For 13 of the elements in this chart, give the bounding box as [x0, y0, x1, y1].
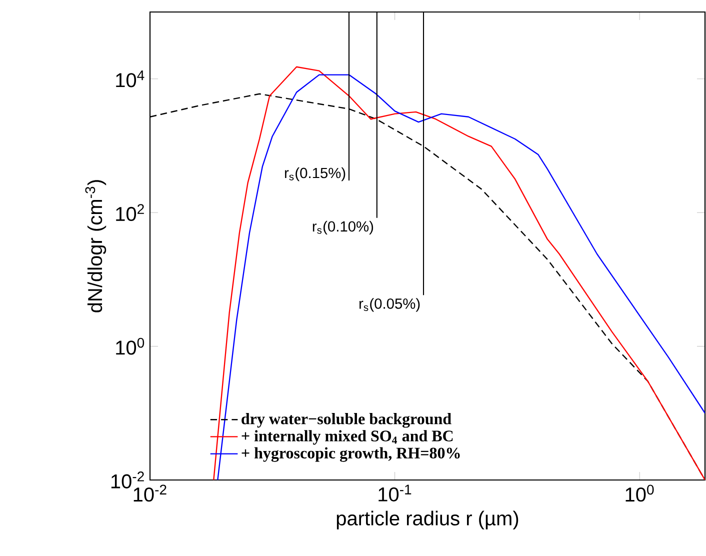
ref-line-label: r$_{s}$(0.05%)	[360, 298, 420, 312]
x-tick-label: 10$^{-1}$	[378, 484, 412, 502]
legend-label: dry water−soluble background	[242, 413, 452, 428]
y-tick-label: 10$^{4}$	[116, 70, 144, 88]
ref-line-label: r$_{s}$(0.10%)	[312, 220, 374, 235]
ref-line-label: r$_{s}$(0.15%)	[285, 167, 346, 182]
y-axis-title: dN/dlogr (cm$^{-3}$)	[85, 180, 106, 312]
legend-label: + hygroscopic growth, RH=80%	[242, 447, 460, 462]
x-axis-title: particle radius r (µm)	[336, 510, 518, 530]
y-tick-label: 10$^{2}$	[116, 204, 144, 222]
y-tick-label: 10$^{0}$	[116, 338, 144, 355]
legend-label: + internally mixed SO$_{4}$ and BC	[242, 430, 453, 445]
x-tick-label: 10$^{0}$	[626, 484, 654, 502]
